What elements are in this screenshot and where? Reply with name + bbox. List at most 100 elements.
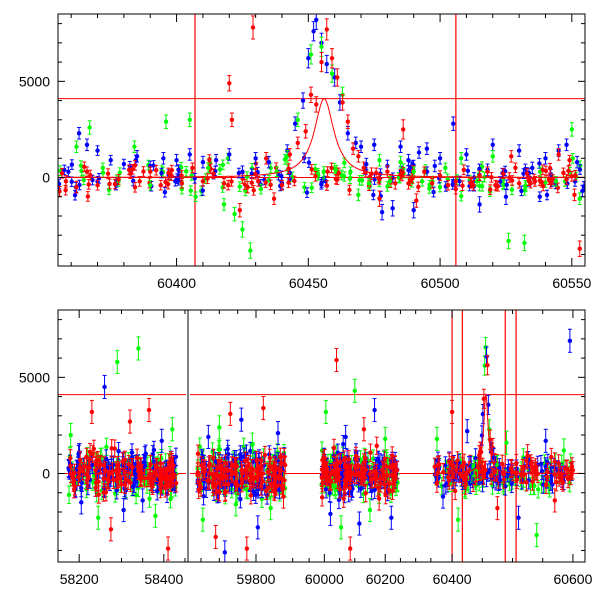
data-point	[238, 456, 243, 461]
data-point	[263, 488, 269, 494]
data-point	[274, 484, 279, 489]
data-point	[115, 359, 120, 365]
data-point	[77, 465, 83, 470]
data-point	[200, 179, 206, 184]
data-point	[220, 162, 226, 168]
data-point	[567, 158, 572, 163]
data-point	[127, 419, 133, 424]
data-point	[228, 468, 234, 473]
data-point	[565, 181, 570, 186]
data-point	[249, 171, 254, 176]
data-point	[329, 165, 334, 171]
data-point	[519, 188, 524, 194]
data-point	[228, 411, 233, 417]
data-point	[400, 170, 406, 175]
data-point	[543, 156, 548, 161]
data-point	[422, 169, 427, 174]
data-point	[88, 172, 93, 178]
data-point	[488, 187, 493, 192]
data-point	[101, 476, 106, 481]
data-point	[523, 183, 528, 188]
data-point	[195, 451, 201, 456]
data-point	[268, 182, 273, 188]
data-point	[95, 183, 100, 188]
data-point	[566, 168, 571, 174]
data-point	[121, 507, 126, 513]
data-point	[244, 174, 250, 179]
data-point	[390, 206, 395, 211]
data-point	[272, 489, 277, 495]
data-point	[66, 492, 72, 498]
data-point	[345, 131, 351, 136]
data-point	[477, 166, 482, 172]
data-point	[347, 176, 353, 181]
data-point	[187, 117, 192, 123]
data-point	[227, 81, 232, 86]
x-tick-label: 60550	[552, 275, 591, 291]
data-point	[232, 211, 237, 217]
data-point	[303, 129, 308, 134]
data-point	[477, 202, 482, 207]
data-point	[287, 152, 293, 157]
data-point	[516, 148, 522, 153]
data-point	[90, 462, 95, 467]
data-point	[460, 183, 465, 188]
data-point	[202, 466, 208, 471]
data-point	[522, 240, 527, 246]
data-point	[577, 196, 582, 201]
data-point	[158, 183, 163, 188]
data-point	[112, 181, 118, 187]
data-point	[235, 483, 240, 488]
data-point	[147, 472, 152, 478]
data-point	[122, 470, 127, 475]
data-point	[465, 168, 471, 174]
data-point	[258, 186, 264, 192]
data-point	[324, 61, 329, 67]
data-point	[245, 184, 250, 190]
data-point	[80, 468, 85, 474]
data-point	[59, 171, 65, 176]
x-tick-label: 60500	[421, 275, 460, 291]
data-point	[572, 192, 577, 198]
y-tick-label: 0	[42, 170, 50, 186]
data-point	[126, 461, 131, 467]
data-point	[116, 177, 121, 182]
data-point	[437, 184, 443, 190]
data-point	[561, 170, 566, 176]
data-point	[246, 461, 251, 467]
data-point	[419, 179, 425, 184]
data-point	[126, 167, 132, 173]
data-point	[107, 181, 112, 187]
data-point	[200, 517, 206, 522]
data-point	[267, 455, 272, 461]
data-point	[319, 44, 324, 49]
data-point	[95, 457, 101, 463]
data-point	[63, 179, 69, 184]
data-point	[222, 490, 228, 495]
data-point	[188, 188, 193, 193]
data-point	[556, 152, 561, 157]
data-point	[200, 188, 205, 193]
data-point	[159, 455, 164, 461]
data-point	[240, 477, 245, 482]
data-point	[129, 464, 134, 470]
y-tick-label: 5000	[19, 73, 50, 89]
data-point	[217, 425, 222, 430]
data-point	[122, 482, 128, 487]
data-point	[132, 144, 137, 149]
data-point	[504, 182, 509, 187]
data-point	[187, 152, 192, 157]
data-point	[540, 167, 546, 173]
data-point	[506, 238, 511, 244]
data-point	[372, 177, 377, 182]
data-point	[116, 475, 121, 480]
data-point	[574, 159, 580, 165]
data-point	[350, 146, 356, 151]
data-point	[93, 462, 99, 467]
data-point	[81, 177, 86, 183]
data-point	[537, 161, 542, 166]
data-point	[179, 181, 185, 186]
data-point	[176, 178, 181, 183]
data-point	[329, 71, 335, 76]
